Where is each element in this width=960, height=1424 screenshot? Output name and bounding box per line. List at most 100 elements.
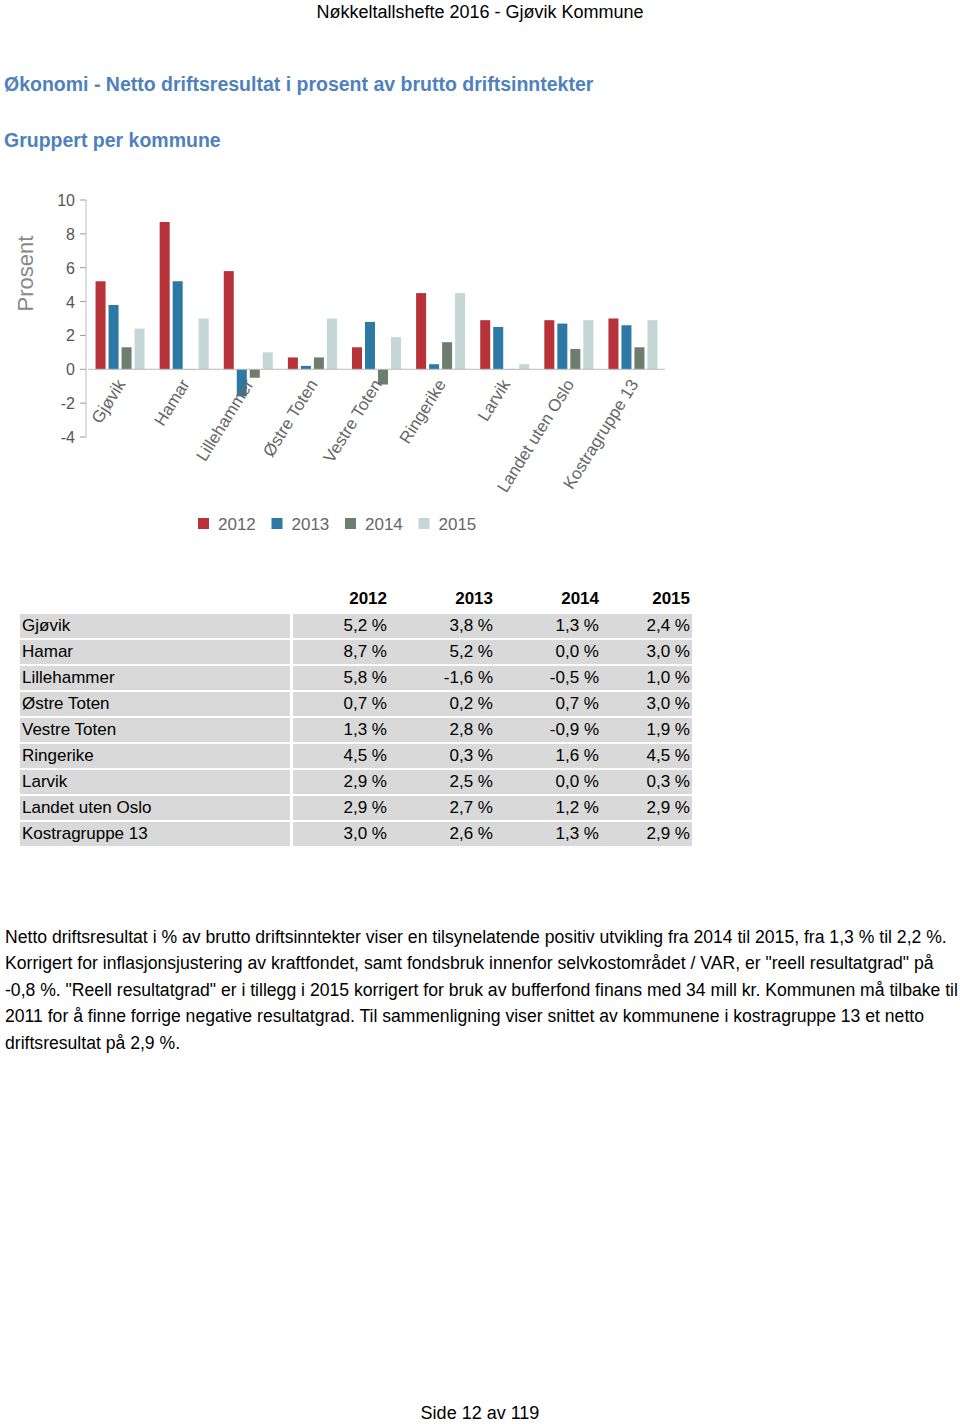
bar (621, 325, 631, 369)
row-label: Larvik (20, 770, 293, 796)
row-label: Kostragruppe 13 (20, 822, 293, 848)
chart: -4-20246810ProsentGjøvikHamarLillehammer… (0, 0, 960, 560)
table-cell: 2,8 % (389, 718, 495, 744)
category-label: Vestre Toten (320, 376, 386, 466)
bar (365, 322, 375, 369)
row-label: Landet uten Oslo (20, 796, 293, 822)
bar (608, 319, 618, 370)
data-table: 2012201320142015Gjøvik5,2 %3,8 %1,3 %2,4… (20, 586, 692, 848)
bar (224, 271, 234, 369)
table-cell: -1,6 % (389, 666, 495, 692)
table-cell: 5,2 % (389, 640, 495, 666)
bars (96, 222, 658, 396)
table-cell: 3,0 % (601, 640, 692, 666)
table-cell: 8,7 % (293, 640, 389, 666)
bar (391, 337, 401, 369)
table-cell: 2,9 % (293, 796, 389, 822)
bar (570, 349, 580, 369)
bar (327, 319, 337, 370)
category-label: Lillehammer (192, 376, 257, 465)
table-cell: 2,6 % (389, 822, 495, 848)
table-header: 2013 (389, 586, 495, 614)
row-label: Hamar (20, 640, 293, 666)
page-header: Nøkkeltallshefte 2016 - Gjøvik Kommune (0, 0, 960, 24)
bar (352, 347, 362, 369)
table-cell: 2,9 % (601, 796, 692, 822)
bar (96, 281, 106, 369)
table-cell: 5,8 % (293, 666, 389, 692)
table-cell: 3,8 % (389, 614, 495, 640)
y-axis-label: Prosent (13, 236, 38, 312)
bar (429, 364, 439, 369)
table-cell: 1,3 % (495, 614, 601, 640)
bar (173, 281, 183, 369)
y-tick-label: 8 (66, 226, 75, 243)
table-header: 2012 (293, 586, 389, 614)
table-cell: 5,2 % (293, 614, 389, 640)
legend-swatch (345, 518, 356, 529)
legend-label: 2012 (218, 515, 256, 534)
row-label: Gjøvik (20, 614, 293, 640)
table-cell: 3,0 % (293, 822, 389, 848)
y-tick-label: 6 (66, 260, 75, 277)
y-tick (80, 301, 86, 302)
table-cell: 0,3 % (601, 770, 692, 796)
row-label: Lillehammer (20, 666, 293, 692)
y-tick-label: 10 (57, 192, 75, 209)
bar (519, 364, 529, 369)
table-cell: 2,7 % (389, 796, 495, 822)
bar (250, 369, 260, 377)
bar (160, 222, 170, 369)
bar (263, 352, 273, 369)
table-cell: 1,3 % (495, 822, 601, 848)
legend-label: 2013 (292, 515, 330, 534)
bar (493, 327, 503, 369)
bar (288, 357, 298, 369)
table-cell: -0,5 % (495, 666, 601, 692)
body-text: Netto driftsresultat i % av brutto drift… (5, 924, 960, 1056)
table-cell: 2,4 % (601, 614, 692, 640)
bar (109, 305, 119, 369)
bar (557, 324, 567, 370)
table-cell: 0,7 % (293, 692, 389, 718)
legend-label: 2014 (365, 515, 403, 534)
y-tick-label: -2 (61, 395, 75, 412)
table-cell: 0,0 % (495, 640, 601, 666)
y-tick (80, 403, 86, 404)
bar (583, 320, 593, 369)
table-cell: 1,6 % (495, 744, 601, 770)
bar (199, 319, 209, 370)
bar (314, 357, 324, 369)
section-title: Økonomi - Netto driftsresultat i prosent… (4, 73, 593, 96)
table-cell: 4,5 % (293, 744, 389, 770)
table-cell: 0,2 % (389, 692, 495, 718)
y-axis (86, 200, 87, 437)
table-cell: 1,9 % (601, 718, 692, 744)
page-footer: Side 12 av 119 (0, 1403, 960, 1424)
row-label: Vestre Toten (20, 718, 293, 744)
y-tick (80, 233, 86, 234)
y-tick (80, 437, 86, 438)
category-label: Hamar (150, 376, 193, 430)
table-cell: 1,0 % (601, 666, 692, 692)
y-tick-label: 0 (66, 361, 75, 378)
table-cell: 2,9 % (293, 770, 389, 796)
table-cell: 0,7 % (495, 692, 601, 718)
bar (455, 293, 465, 369)
y-tick-label: 2 (66, 327, 75, 344)
table-cell: 0,0 % (495, 770, 601, 796)
bar (135, 329, 145, 370)
category-label: Larvik (474, 376, 514, 425)
y-tick-label: -4 (61, 429, 75, 446)
category-label: Kostragruppe 13 (560, 376, 643, 493)
bar (416, 293, 426, 369)
row-label: Ringerike (20, 744, 293, 770)
table-cell: 1,2 % (495, 796, 601, 822)
row-label: Østre Toten (20, 692, 293, 718)
legend-label: 2015 (439, 515, 477, 534)
section-subtitle: Gruppert per kommune (4, 129, 221, 152)
bar (301, 366, 311, 369)
bar (634, 347, 644, 369)
table-cell: 2,5 % (389, 770, 495, 796)
table-header: 2014 (495, 586, 601, 614)
